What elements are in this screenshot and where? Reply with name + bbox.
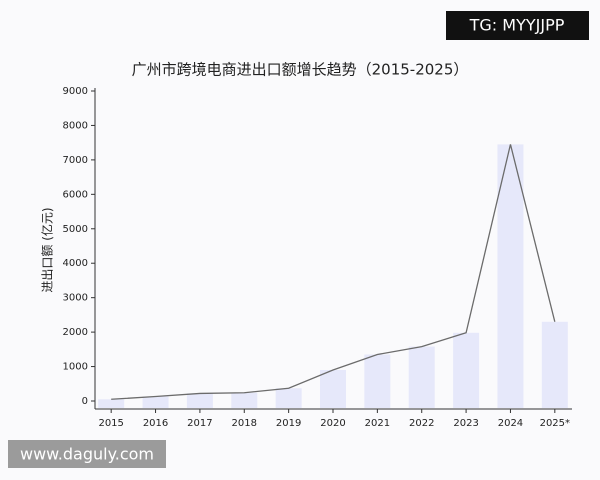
y-tick-label: 8000 [63, 120, 88, 131]
bar [541, 321, 568, 408]
watermark-box [446, 11, 589, 40]
bar [275, 388, 302, 408]
y-tick-label: 6000 [63, 189, 88, 200]
y-axis-label: 进出口额 (亿元) [40, 207, 55, 292]
x-tick-label: 2023 [453, 418, 478, 429]
y-tick-label: 3000 [63, 293, 88, 304]
bar [142, 396, 169, 408]
x-tick-label: 2024 [498, 418, 523, 429]
bar [364, 354, 391, 408]
bar [408, 346, 435, 408]
watermark: TG: MYYJJPP [469, 16, 565, 35]
y-tick-label: 4000 [63, 258, 88, 269]
bar [231, 392, 258, 408]
watermark-box [8, 440, 166, 468]
x-tick-label: 2020 [320, 418, 345, 429]
plot-area: 0 1000 2000 3000 4000 5000 6000 7000 8000 9000 201… [63, 86, 570, 429]
x-tick-label: 2015 [98, 418, 123, 429]
line [111, 144, 556, 400]
bar [497, 144, 524, 408]
x-tick-label: 2022 [409, 418, 434, 429]
y-tick-label: 5000 [63, 224, 88, 235]
y-tick-label: 9000 [63, 86, 88, 97]
bar [98, 399, 125, 408]
x-tick-label: 2018 [232, 418, 257, 429]
y-tick-label: 7000 [63, 155, 88, 166]
x-tick-label: 2019 [276, 418, 301, 429]
chart-title: 广州市跨境电商进出口额增长趋势（2015-2025） [132, 61, 469, 79]
watermark: www.daguly.com [20, 445, 154, 464]
bar [453, 332, 480, 408]
bar [186, 393, 213, 408]
y-tick-label: 0 [82, 396, 88, 407]
y-tick-label: 1000 [63, 362, 88, 373]
bar [320, 370, 346, 408]
x-tick-label: 2021 [365, 418, 390, 429]
x-tick-label: 2017 [187, 418, 212, 429]
x-tick-label: 2025* [540, 418, 570, 429]
x-tick-label: 2016 [143, 418, 168, 429]
y-tick-label: 2000 [63, 327, 88, 338]
